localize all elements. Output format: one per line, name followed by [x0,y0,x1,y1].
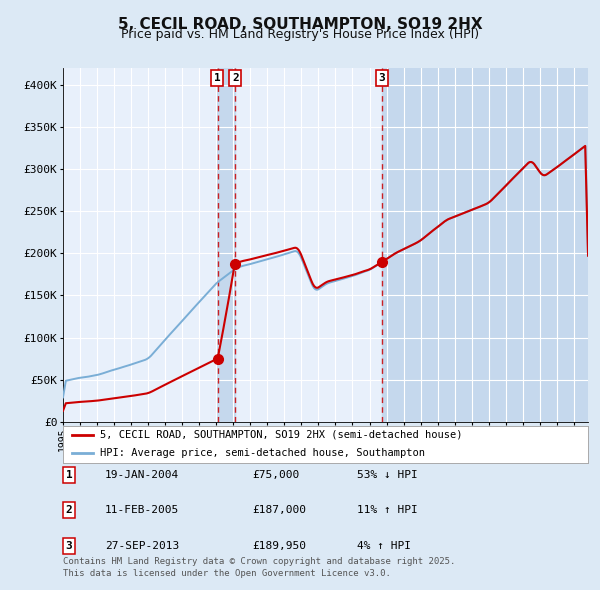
Text: 11-FEB-2005: 11-FEB-2005 [105,506,179,515]
Text: 3: 3 [379,73,385,83]
Text: £187,000: £187,000 [252,506,306,515]
Text: 5, CECIL ROAD, SOUTHAMPTON, SO19 2HX (semi-detached house): 5, CECIL ROAD, SOUTHAMPTON, SO19 2HX (se… [100,430,462,440]
Text: 4% ↑ HPI: 4% ↑ HPI [357,541,411,550]
Text: Contains HM Land Registry data © Crown copyright and database right 2025.
This d: Contains HM Land Registry data © Crown c… [63,557,455,578]
Text: 5, CECIL ROAD, SOUTHAMPTON, SO19 2HX: 5, CECIL ROAD, SOUTHAMPTON, SO19 2HX [118,17,482,31]
Text: 19-JAN-2004: 19-JAN-2004 [105,470,179,480]
Text: £75,000: £75,000 [252,470,299,480]
Text: 11% ↑ HPI: 11% ↑ HPI [357,506,418,515]
Bar [217,68,235,422]
Text: 2: 2 [65,506,73,515]
Text: 27-SEP-2013: 27-SEP-2013 [105,541,179,550]
Text: Price paid vs. HM Land Registry's House Price Index (HPI): Price paid vs. HM Land Registry's House … [121,28,479,41]
Text: 53% ↓ HPI: 53% ↓ HPI [357,470,418,480]
Text: 1: 1 [65,470,73,480]
Text: 1: 1 [214,73,220,83]
Text: £189,950: £189,950 [252,541,306,550]
Bar [382,68,588,422]
Text: 2: 2 [232,73,239,83]
Text: 3: 3 [65,541,73,550]
Text: HPI: Average price, semi-detached house, Southampton: HPI: Average price, semi-detached house,… [100,448,425,458]
